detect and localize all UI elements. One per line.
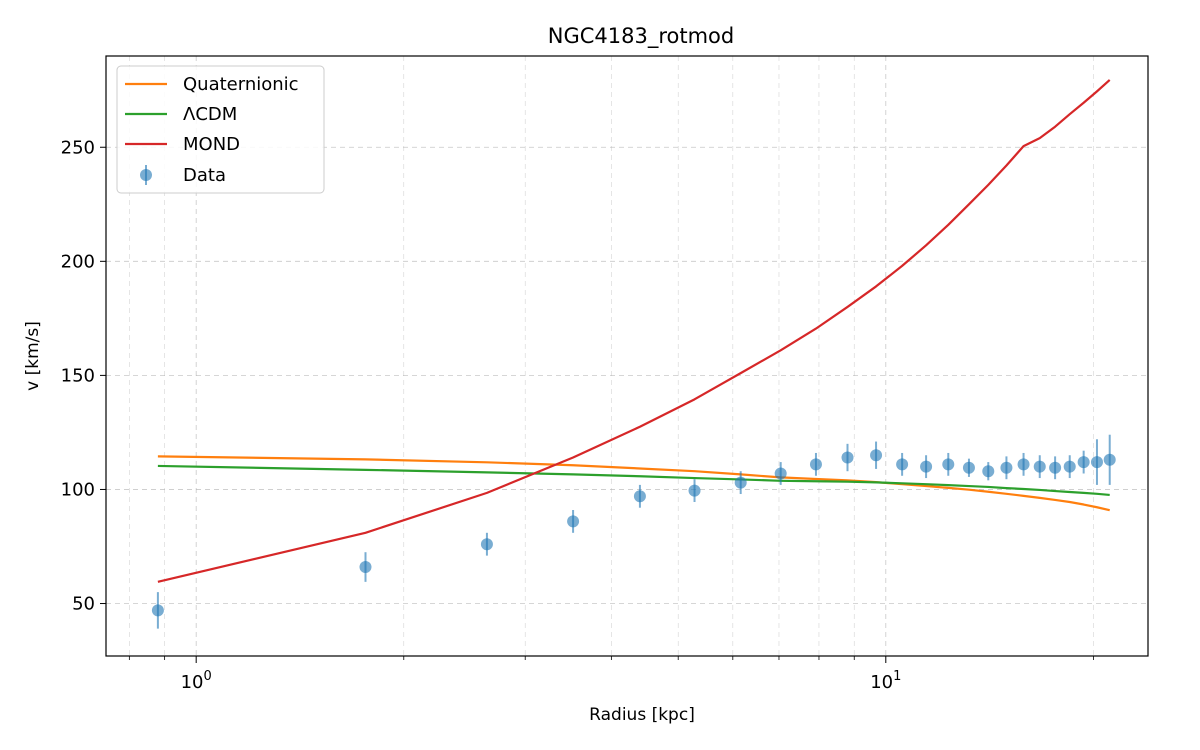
data-point [1000,461,1013,474]
data-point [1017,458,1030,471]
legend-label-data: Data [183,165,226,186]
x-tick-label: 101 [870,669,901,693]
y-tick-label: 50 [72,594,95,615]
data-point [151,604,164,617]
data-point [480,538,493,551]
data-point [359,561,372,574]
data-point [734,476,747,489]
axis-ticks: 50 100 150 200 250 100 101 [61,137,1094,693]
data-point [633,490,646,503]
y-tick-label: 100 [61,479,95,500]
data-point [774,467,787,480]
x-tick-label: 100 [181,669,212,693]
data-point [920,460,933,473]
data-point [841,451,854,464]
data-point [1049,461,1062,474]
legend: Quaternionic ΛCDM MOND Data [116,65,325,194]
data-point [942,458,955,471]
legend-swatch-data [140,169,152,181]
data-point [982,465,995,478]
data-point [896,458,909,471]
data-point [1033,460,1046,473]
chart-title: NGC4183_rotmod [548,24,734,49]
series-line--cdm [157,464,1110,497]
legend-label-quaternionic: Quaternionic [183,74,299,95]
legend-box [116,65,325,194]
y-axis-label: v [km/s] [23,321,43,391]
axes-frame [105,55,1149,657]
legend-label-mond: MOND [183,134,240,155]
series-line-mond [157,79,1111,583]
grid [106,56,1148,656]
legend-label--cdm: ΛCDM [183,104,237,125]
y-tick-label: 200 [61,251,95,272]
x-axis-label: Radius [kpc] [589,705,695,725]
y-tick-label: 150 [61,365,95,386]
series-line-quaternionic [157,455,1110,512]
data-point [1090,456,1103,469]
data-point [1103,453,1116,466]
plot-area [151,79,1116,629]
data-point [1063,460,1076,473]
data-point [809,458,822,471]
data-point [1077,456,1090,469]
data-point [870,449,883,462]
data-point [688,484,701,497]
data-point [962,461,975,474]
data-point [567,515,580,528]
y-tick-label: 250 [61,137,95,158]
